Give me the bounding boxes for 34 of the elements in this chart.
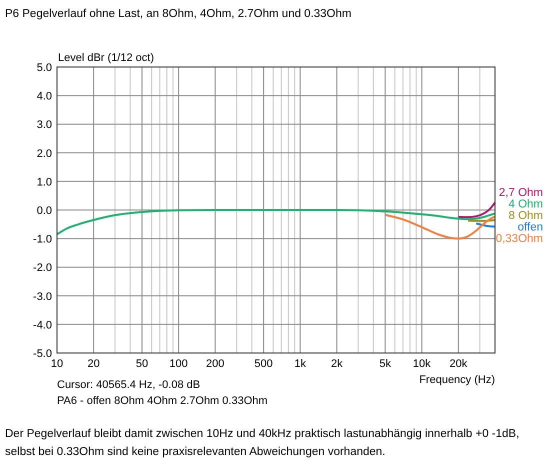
x-tick-label: 1k bbox=[294, 358, 306, 370]
x-tick-label: 20k bbox=[450, 358, 468, 370]
y-tick-label: 1.0 bbox=[36, 176, 52, 188]
y-axis-title: Level dBr (1/12 oct) bbox=[58, 52, 154, 64]
x-tick-label: 10k bbox=[412, 358, 432, 370]
y-tick-label: -3.0 bbox=[33, 290, 52, 303]
x-tick-label: 10 bbox=[50, 358, 64, 370]
y-tick-label: 5.0 bbox=[36, 62, 52, 74]
text: selbst bei 0.33Ohm sind keine praxisrelevanten Abweichungen vorhanden. bbox=[5, 446, 386, 458]
y-tick-label: -4.0 bbox=[33, 319, 52, 332]
y-tick-label: -1.0 bbox=[33, 234, 52, 246]
series-label: 2,7 Ohm bbox=[498, 187, 543, 199]
x-axis-title: Frequency (Hz) bbox=[419, 374, 495, 386]
x-tick-label: 5k bbox=[379, 358, 392, 370]
chart-title: P6 Pegelverlauf ohne Last, an 8Ohm, 4Ohm, 2.7Ohm und 0.33Ohm bbox=[5, 8, 352, 20]
y-tick-label: 0.0 bbox=[36, 205, 52, 217]
y-tick-label: 3.0 bbox=[36, 119, 52, 132]
y-tick-label: 4.0 bbox=[36, 90, 52, 103]
y-tick-label: -2.0 bbox=[33, 262, 52, 274]
series-label: offen bbox=[518, 222, 543, 234]
text: PA6 - offen 8Ohm 4Ohm 2.7Ohm 0.33Ohm bbox=[57, 395, 268, 407]
series-label: 4 Ohm bbox=[508, 198, 543, 210]
x-tick-label: 2k bbox=[330, 358, 344, 370]
x-tick-label: 100 bbox=[169, 358, 188, 370]
x-tick-label: 500 bbox=[254, 358, 273, 370]
x-tick-label: 200 bbox=[206, 358, 224, 370]
text: Cursor: 40565.4 Hz, -0.08 dB bbox=[57, 379, 200, 391]
series-label: 0,33Ohm bbox=[496, 233, 543, 245]
x-tick-label: 50 bbox=[136, 358, 148, 370]
y-tick-label: -5.0 bbox=[33, 348, 52, 360]
series-label: 8 Ohm bbox=[508, 210, 543, 222]
x-tick-label: 20 bbox=[87, 358, 100, 370]
text: Der Pegelverlauf bleibt damit zwischen 10Hz und 40kHz praktisch lastunabhängig innerhalb +0 -1dB, bbox=[5, 428, 520, 440]
y-tick-label: 2.0 bbox=[36, 148, 52, 160]
